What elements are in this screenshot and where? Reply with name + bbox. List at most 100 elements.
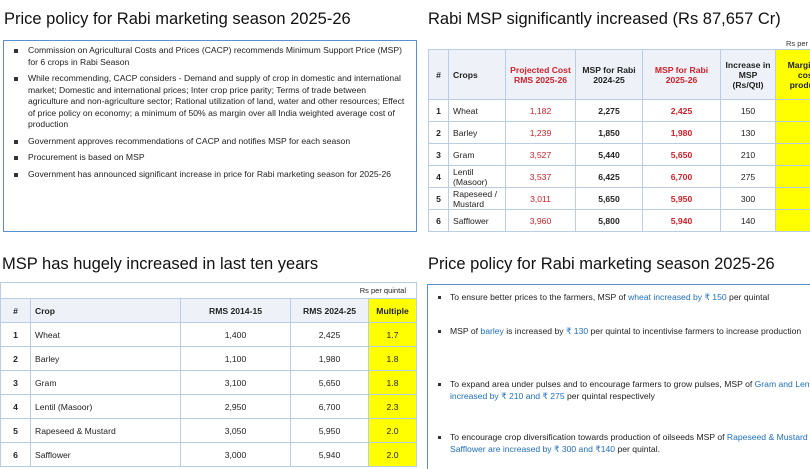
cell: 5 — [0, 418, 31, 443]
cell: Rapeseed & Mustard — [30, 418, 181, 443]
policy-panel: Price policy for Rabi marketing season 2… — [0, 0, 421, 240]
highlight-text: barley — [480, 326, 504, 336]
bullet: While recommending, CACP considers - Dem… — [12, 73, 408, 131]
cell: 1 — [428, 99, 449, 122]
row: 2 Barley 1,239 1,850 1,980 130 — [428, 121, 810, 144]
panel-title: Price policy for Rabi marketing season 2… — [4, 10, 351, 28]
cell: Barley — [30, 346, 181, 371]
unit-note: Rs per — [786, 39, 809, 48]
cell: 3 — [428, 143, 449, 166]
cell: 210 — [720, 143, 776, 166]
text: To expand area under pulses and to encou… — [450, 379, 755, 389]
bullet-list: Commission on Agricultural Costs and Pri… — [4, 41, 416, 180]
panel-title: Price policy for Rabi marketing season 2… — [428, 255, 775, 273]
cell: 5,650 — [642, 143, 721, 166]
cell: 5,800 — [575, 209, 643, 232]
row: 6 Safflower 3,000 5,940 2.0 — [0, 442, 418, 467]
row: 5 Rapeseed & Mustard 3,050 5,950 2.0 — [0, 418, 418, 443]
cell: 2,425 — [642, 99, 721, 122]
bullet: Government has announced significant inc… — [12, 169, 408, 181]
cell: 2.3 — [367, 394, 418, 419]
text: MSP of — [450, 326, 481, 336]
header-cell: Crops — [448, 49, 506, 100]
cell: 5 — [428, 187, 449, 210]
history-panel: MSP has hugely increased in last ten yea… — [0, 246, 421, 469]
cell: 3,960 — [505, 209, 576, 232]
highlight-text: Gram and Lentil are increased by ₹ 210 a… — [450, 379, 810, 401]
cell — [775, 165, 810, 188]
unit-note: Rs per quintal — [0, 282, 418, 299]
cell: 6 — [428, 209, 449, 232]
row: 3 Gram 3,527 5,440 5,650 210 — [428, 143, 810, 166]
cell: 2.0 — [367, 418, 418, 443]
cell: 275 — [720, 165, 776, 188]
cell: 1.7 — [367, 322, 418, 347]
header-cell: RMS 2024-25 — [290, 298, 369, 323]
bullet: To expand area under pulses and to encou… — [436, 378, 810, 402]
cell: 1,100 — [180, 346, 291, 371]
cell: 1.8 — [367, 370, 418, 395]
panel-title: Rabi MSP significantly increased (Rs 87,… — [428, 10, 781, 28]
header-row: # Crops Projected Cost RMS 2025-26 MSP for … — [428, 49, 810, 100]
text: To encourage crop diversification toward… — [450, 432, 727, 442]
row: 4 Lentil (Masoor) 2,950 6,700 2.3 — [0, 394, 418, 419]
header-cell: Multiple — [367, 298, 418, 323]
header-cell: MSP for Rabi 2024-25 — [575, 49, 643, 100]
header-cell: # — [428, 49, 449, 100]
row: 6 Safflower 3,960 5,800 5,940 140 — [428, 209, 810, 232]
cell: 130 — [720, 121, 776, 144]
header-cell: Crop — [30, 298, 181, 323]
cell: 300 — [720, 187, 776, 210]
history-table: Rs per quintal # Crop RMS 2014-15 RMS 2024-2… — [0, 282, 418, 467]
header-cell: # — [0, 298, 31, 323]
text: per quintal respectively — [564, 391, 655, 401]
cell: 2 — [0, 346, 31, 371]
cell: 2.0 — [367, 442, 418, 467]
highlight-text: Rapeseed & Mustard and Safflower are inc… — [450, 432, 810, 454]
row: 5 Rapeseed / Mustard 3,011 5,650 5,950 300 — [428, 187, 810, 210]
cell: 4 — [428, 165, 449, 188]
cell: 6,425 — [575, 165, 643, 188]
bullet-box: Commission on Agricultural Costs and Pri… — [3, 40, 417, 232]
cell: 3 — [0, 370, 31, 395]
bullet: Commission on Agricultural Costs and Pri… — [12, 45, 408, 68]
panel-title: MSP has hugely increased in last ten yea… — [2, 255, 319, 273]
row: 1 Wheat 1,400 2,425 1.7 — [0, 322, 418, 347]
cell: 140 — [720, 209, 776, 232]
cell: 1 — [0, 322, 31, 347]
bullet: Procurement is based on MSP — [12, 152, 408, 164]
text: per quintal. — [615, 444, 661, 454]
cell: 6,700 — [642, 165, 721, 188]
cell: 5,650 — [290, 370, 369, 395]
cell: Gram — [448, 143, 506, 166]
header-cell: Increase in MSP (Rs/Qtl) — [720, 49, 776, 100]
policy-panel-2: Price policy for Rabi marketing season 2… — [424, 246, 810, 469]
cell: 1,182 — [505, 99, 576, 122]
header-cell: Projected Cost RMS 2025-26 — [505, 49, 576, 100]
row: 3 Gram 3,100 5,650 1.8 — [0, 370, 418, 395]
cell: 3,050 — [180, 418, 291, 443]
cell: 3,000 — [180, 442, 291, 467]
row: 1 Wheat 1,182 2,275 2,425 150 — [428, 99, 810, 122]
cell — [775, 143, 810, 166]
cell: Barley — [448, 121, 506, 144]
cell: 5,940 — [642, 209, 721, 232]
cell: 5,950 — [642, 187, 721, 210]
cell: 3,537 — [505, 165, 576, 188]
cell: Rapeseed / Mustard — [448, 187, 506, 210]
text: is increased by — [503, 326, 566, 336]
cell: 1,239 — [505, 121, 576, 144]
bullet: To encourage crop diversification toward… — [436, 431, 810, 455]
cell: 3,527 — [505, 143, 576, 166]
cell: 6,700 — [290, 394, 369, 419]
cell: 5,650 — [575, 187, 643, 210]
cell: Lentil (Masoor) — [30, 394, 181, 419]
highlight-text: ₹ 130 — [565, 326, 589, 336]
text: To ensure better prices to the farmers, … — [450, 292, 629, 302]
cell: 3,100 — [180, 370, 291, 395]
cell: 1.8 — [367, 346, 418, 371]
row: 2 Barley 1,100 1,980 1.8 — [0, 346, 418, 371]
cell: Safflower — [448, 209, 506, 232]
cell: 5,940 — [290, 442, 369, 467]
